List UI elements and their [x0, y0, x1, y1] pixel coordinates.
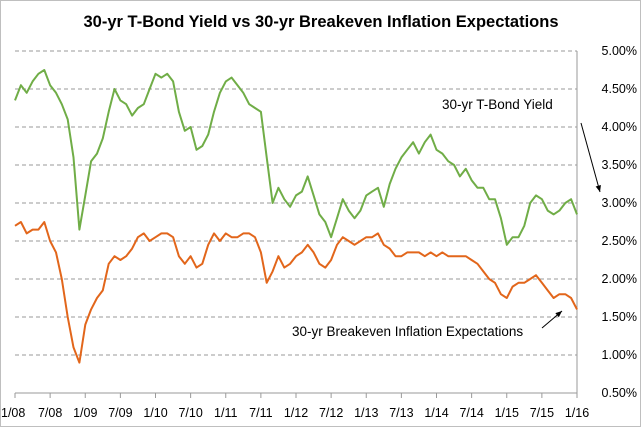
- y-tick-labels: 0.50% 1.00% 1.50% 2.00% 2.50% 3.00% 3.50% 4.00%…: [602, 44, 637, 400]
- x-tick-label: 7/12: [319, 406, 343, 420]
- y-tick-label: 1.50%: [602, 310, 637, 324]
- y-tick-label: 0.50%: [602, 386, 637, 400]
- x-tick-label: 1/15: [495, 406, 519, 420]
- y-tick-label: 2.50%: [602, 234, 637, 248]
- arrowhead: [555, 311, 562, 318]
- x-tick-label: 7/09: [108, 406, 132, 420]
- annotation-tbond-arrow: [580, 122, 601, 193]
- x-tick-label: 1/13: [354, 406, 378, 420]
- x-tick-label: 1/09: [73, 406, 97, 420]
- y-tick-label: 5.00%: [602, 44, 637, 58]
- series-line-tbond-yield: [14, 69, 578, 246]
- x-tick-label: 1/12: [284, 406, 308, 420]
- arrowhead: [595, 185, 601, 192]
- x-tick-label: 7/14: [459, 406, 483, 420]
- gridlines: [15, 50, 577, 356]
- annotation-breakeven-label: 30-yr Breakeven Inflation Expectations: [292, 324, 523, 339]
- x-tick-label: 1/10: [143, 406, 167, 420]
- y-tick-label: 3.50%: [602, 158, 637, 172]
- y-tick-label: 3.00%: [602, 196, 637, 210]
- x-tick-label: 1/16: [565, 406, 589, 420]
- x-tick-label: 7/10: [178, 406, 202, 420]
- annotation-tbond-label: 30-yr T-Bond Yield: [442, 97, 553, 112]
- axes: [14, 51, 578, 398]
- x-tick-label: 1/11: [214, 406, 237, 420]
- x-tick-label: 1/08: [1, 406, 25, 420]
- y-tick-label: 4.50%: [602, 82, 637, 96]
- y-tick-label: 4.00%: [602, 120, 637, 134]
- annotations: 30-yr T-Bond Yield 30-yr Breakeven Infla…: [292, 97, 601, 339]
- x-tick-labels: 1/08 7/08 1/09 7/09 1/10 7/10 1/11 7/11 1/12 7/12…: [1, 406, 589, 420]
- series-line-breakeven-inflation: [14, 221, 578, 364]
- x-tick-label: 7/13: [389, 406, 413, 420]
- x-tick-label: 7/08: [38, 406, 62, 420]
- x-tick-label: 1/14: [424, 406, 448, 420]
- chart-title: 30-yr T-Bond Yield vs 30-yr Breakeven In…: [84, 13, 559, 31]
- x-tick-label: 7/15: [530, 406, 554, 420]
- x-tick-label: 7/11: [249, 406, 272, 420]
- y-tick-label: 2.00%: [602, 272, 637, 286]
- series-lines: [14, 69, 578, 364]
- y-tick-label: 1.00%: [602, 348, 637, 362]
